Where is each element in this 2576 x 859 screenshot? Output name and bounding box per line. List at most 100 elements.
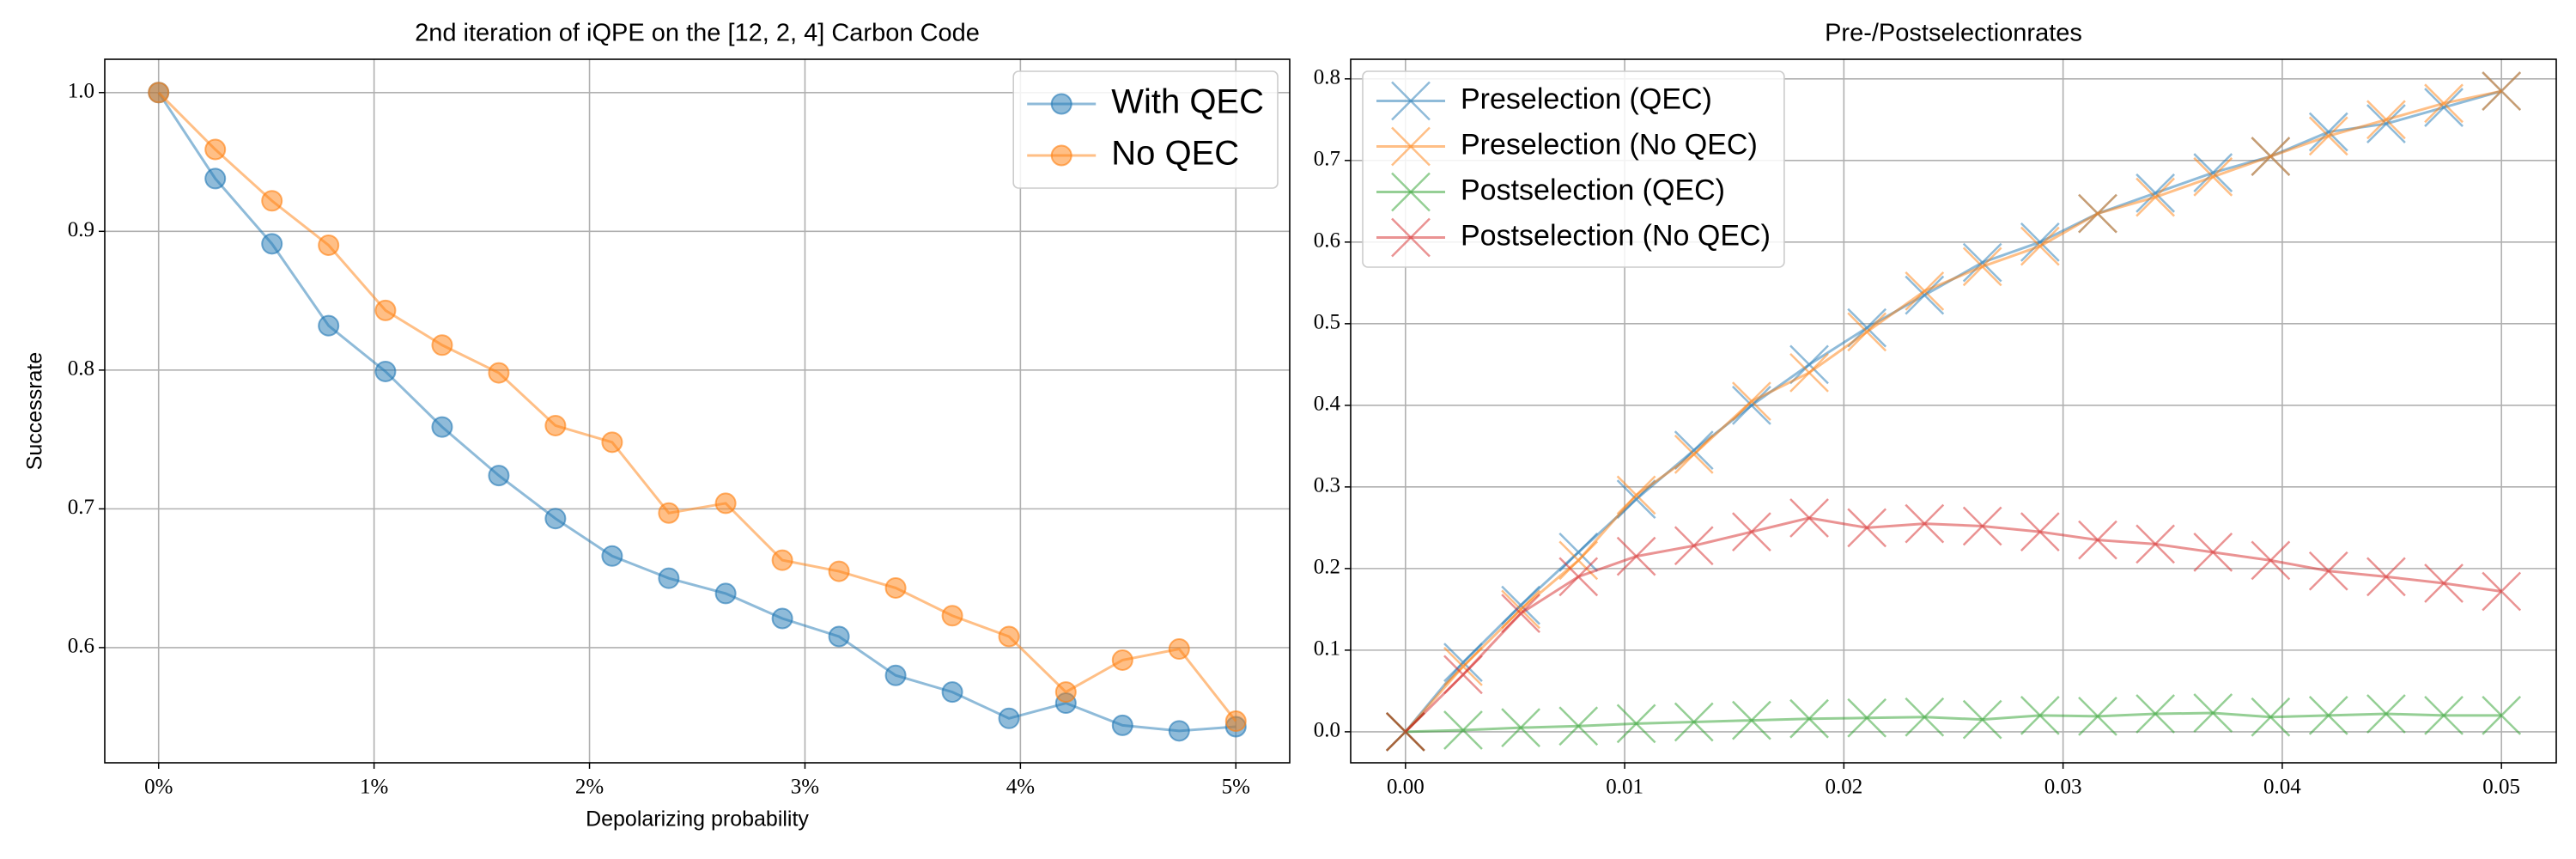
y-tick-label: 0.3 xyxy=(1314,474,1340,497)
marker xyxy=(1789,344,1829,385)
marker xyxy=(1732,700,1771,740)
marker xyxy=(1789,352,1829,393)
marker xyxy=(941,605,963,627)
marker xyxy=(1443,710,1483,750)
marker xyxy=(771,607,793,630)
marker xyxy=(1905,275,1945,315)
marker xyxy=(1962,242,2002,283)
plot-frame xyxy=(1350,58,2557,764)
x-tick-label: 0% xyxy=(144,776,173,799)
marker xyxy=(1962,506,2002,546)
marker xyxy=(2251,540,2291,581)
marker xyxy=(318,234,340,256)
marker xyxy=(1168,720,1190,742)
legend-box xyxy=(1362,70,1785,268)
marker xyxy=(2078,520,2117,560)
marker xyxy=(2136,173,2175,213)
marker xyxy=(2366,104,2406,143)
legend-label: With QEC xyxy=(1111,83,1264,121)
y-tick-label: 0.7 xyxy=(1314,148,1340,171)
marker xyxy=(1847,508,1887,548)
series-line xyxy=(1404,516,2502,733)
legend: Preselection (QEC) Preselection (No QEC) P… xyxy=(1362,70,1785,268)
marker xyxy=(828,560,850,582)
marker xyxy=(1905,503,1945,544)
marker xyxy=(2424,88,2464,127)
marker xyxy=(318,314,340,337)
legend-marker xyxy=(1391,81,1431,121)
legend: With QEC No QEC xyxy=(1012,70,1279,189)
chart-title: 2nd iteration of iQPE on the [12, 2, 4] … xyxy=(415,20,980,47)
marker xyxy=(1111,714,1133,736)
marker xyxy=(2136,177,2175,217)
legend-marker xyxy=(1391,217,1431,258)
y-tick-label: 0.2 xyxy=(1314,556,1340,579)
marker xyxy=(1443,643,1483,683)
marker xyxy=(771,549,793,571)
marker xyxy=(431,334,453,356)
marker xyxy=(1443,647,1483,686)
legend-marker xyxy=(1391,172,1431,212)
marker xyxy=(658,567,680,589)
x-tick-label: 2% xyxy=(575,776,604,799)
y-axis-label: Successrate xyxy=(23,352,47,471)
marker xyxy=(1789,498,1829,538)
marker xyxy=(2308,112,2348,152)
marker xyxy=(2020,512,2060,552)
marker xyxy=(2251,697,2291,737)
marker xyxy=(488,362,510,384)
marker xyxy=(1962,699,2002,740)
legend-marker xyxy=(1391,126,1431,167)
y-tick-label: 0.6 xyxy=(1314,229,1340,253)
marker xyxy=(1847,698,1887,738)
x-tick-label: 0.05 xyxy=(2482,776,2520,799)
marker xyxy=(2193,153,2233,192)
x-tick-label: 0.02 xyxy=(1825,776,1862,799)
x-tick-label: 4% xyxy=(1006,776,1035,799)
marker xyxy=(1111,649,1133,671)
marker xyxy=(1616,704,1656,744)
marker xyxy=(601,545,623,567)
marker xyxy=(1732,512,1771,552)
marker xyxy=(2308,696,2348,735)
marker xyxy=(1674,702,1714,742)
marker xyxy=(1385,712,1425,752)
marker xyxy=(828,625,850,648)
marker xyxy=(1054,681,1077,704)
marker xyxy=(884,576,907,599)
marker xyxy=(2078,696,2117,736)
marker xyxy=(2424,696,2464,735)
y-tick-label: 0.9 xyxy=(68,218,94,241)
series-line xyxy=(1405,711,2502,734)
marker xyxy=(488,465,510,487)
y-tick-label: 0.4 xyxy=(1314,393,1341,416)
marker xyxy=(544,508,567,530)
y-tick-label: 0.8 xyxy=(1314,66,1340,89)
x-tick-label: 1% xyxy=(360,776,388,799)
marker xyxy=(2366,100,2406,140)
marker xyxy=(2020,696,2060,735)
marker xyxy=(1847,312,1887,352)
marker xyxy=(2308,551,2348,591)
legend-label: Postselection (No QEC) xyxy=(1461,219,1771,252)
marker xyxy=(884,664,907,686)
legend-box xyxy=(1012,70,1279,189)
marker xyxy=(374,360,397,382)
marker xyxy=(204,168,227,190)
marker xyxy=(941,681,963,704)
marker xyxy=(204,138,227,161)
marker xyxy=(2424,83,2464,124)
marker xyxy=(2193,156,2233,197)
legend-label: Preselection (QEC) xyxy=(1461,82,1712,115)
marker xyxy=(261,190,283,212)
marker xyxy=(601,431,623,454)
marker xyxy=(2366,557,2406,597)
marker xyxy=(2482,571,2522,612)
y-tick-label: 0.8 xyxy=(68,357,94,381)
marker xyxy=(1962,247,2002,287)
marker xyxy=(1732,385,1771,425)
marker xyxy=(1789,698,1829,739)
marker xyxy=(2136,524,2175,564)
series-line xyxy=(157,91,1237,722)
